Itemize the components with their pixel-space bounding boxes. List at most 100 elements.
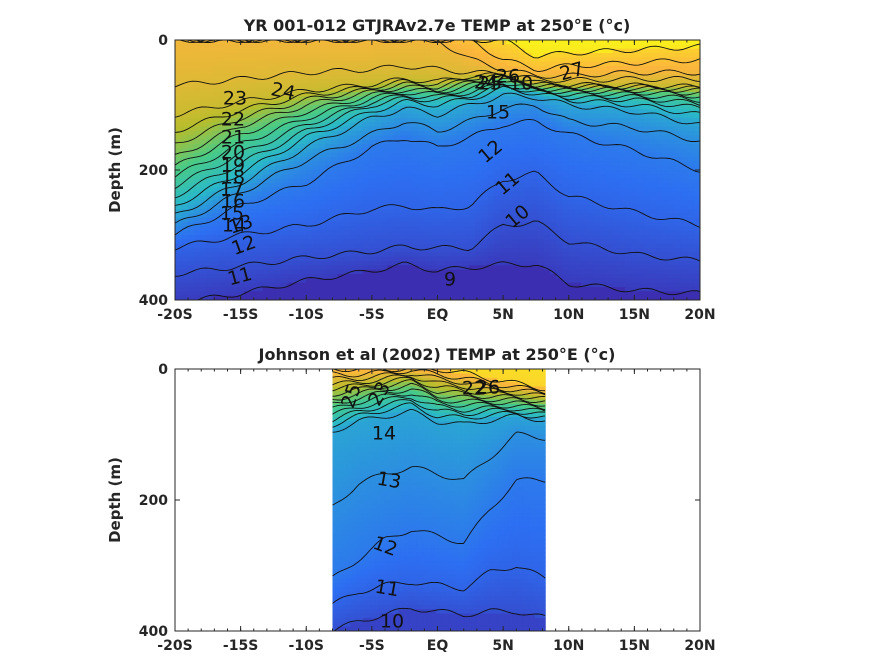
field-cell <box>212 200 220 206</box>
field-cell <box>181 230 189 236</box>
field-cell <box>543 74 551 80</box>
field-cell <box>531 83 539 89</box>
field-cell <box>556 209 564 214</box>
field-cell <box>337 53 345 58</box>
field-cell <box>356 269 364 275</box>
field-cell <box>587 144 595 149</box>
field-cell <box>325 61 332 67</box>
field-cell <box>506 66 514 71</box>
field-cell <box>400 191 407 197</box>
field-cell <box>431 278 439 284</box>
field-cell <box>368 152 376 158</box>
field-cell <box>406 222 414 227</box>
field-cell <box>300 83 307 89</box>
field-cell <box>306 170 314 175</box>
field-cell <box>456 161 464 167</box>
field-cell <box>443 295 451 300</box>
field-cell <box>468 295 476 300</box>
field-cell <box>637 139 645 145</box>
field-cell <box>668 135 676 141</box>
field-cell <box>625 113 632 119</box>
field-cell <box>543 269 551 275</box>
field-cell <box>443 239 451 245</box>
field-cell <box>275 79 282 84</box>
field-cell <box>337 183 345 188</box>
field-cell <box>193 217 201 223</box>
field-cell <box>275 200 282 206</box>
field-cell <box>662 126 670 132</box>
field-cell <box>668 70 676 76</box>
field-cell <box>343 170 351 175</box>
field-cell <box>643 235 651 240</box>
field-cell <box>681 70 689 76</box>
field-cell <box>425 222 432 227</box>
field-cell <box>675 269 682 275</box>
field-cell <box>618 183 626 188</box>
field-cell <box>243 291 251 297</box>
field-cell <box>606 126 614 132</box>
field-cell <box>356 139 364 145</box>
field-cell <box>631 261 639 266</box>
field-cell <box>650 239 657 245</box>
field-cell <box>356 144 364 149</box>
field-cell <box>675 265 682 271</box>
field-cell <box>275 100 282 106</box>
field-cell <box>487 243 495 249</box>
field-cell <box>250 248 257 253</box>
field-cell <box>325 96 332 102</box>
field-cell <box>412 40 420 45</box>
field-cell <box>312 70 320 76</box>
field-cell <box>243 196 251 201</box>
field-cell <box>425 196 432 201</box>
field-cell <box>375 226 382 232</box>
field-cell <box>387 287 395 292</box>
field-cell <box>606 148 614 154</box>
field-cell <box>612 252 620 258</box>
field-cell <box>475 291 482 297</box>
field-cell <box>518 170 526 175</box>
field-cell <box>368 183 376 188</box>
field-cell <box>568 204 576 210</box>
field-cell <box>175 66 182 71</box>
field-cell <box>662 239 670 245</box>
field-cell <box>637 239 645 245</box>
field-cell <box>600 83 607 89</box>
field-cell <box>556 248 564 253</box>
field-cell <box>262 213 270 219</box>
field-cell <box>512 230 520 236</box>
field-cell <box>218 165 226 171</box>
field-cell <box>287 157 295 162</box>
field-cell <box>593 48 601 54</box>
field-cell <box>475 174 482 180</box>
field-cell <box>350 61 357 67</box>
field-cell <box>412 74 420 80</box>
field-cell <box>406 79 414 84</box>
field-cell <box>662 165 670 171</box>
field-cell <box>368 200 376 206</box>
field-cell <box>487 178 495 184</box>
field-cell <box>237 44 245 50</box>
field-cell <box>468 256 476 262</box>
field-cell <box>281 44 289 50</box>
field-cell <box>275 239 282 245</box>
field-cell <box>218 204 226 210</box>
field-cell <box>206 157 214 162</box>
field-cell <box>431 200 439 206</box>
field-cell <box>637 287 645 292</box>
field-cell <box>512 70 520 76</box>
field-cell <box>175 135 182 141</box>
field-cell <box>562 74 570 80</box>
field-cell <box>418 118 426 123</box>
field-cell <box>656 87 664 93</box>
field-cell <box>175 230 182 236</box>
field-cell <box>331 243 339 249</box>
field-cell <box>262 53 270 58</box>
field-cell <box>300 66 307 71</box>
field-cell <box>443 222 451 227</box>
field-cell <box>487 204 495 210</box>
field-cell <box>337 217 345 223</box>
field-cell <box>225 248 232 253</box>
field-cell <box>425 248 432 253</box>
field-cell <box>406 70 414 76</box>
field-cell <box>468 248 476 253</box>
